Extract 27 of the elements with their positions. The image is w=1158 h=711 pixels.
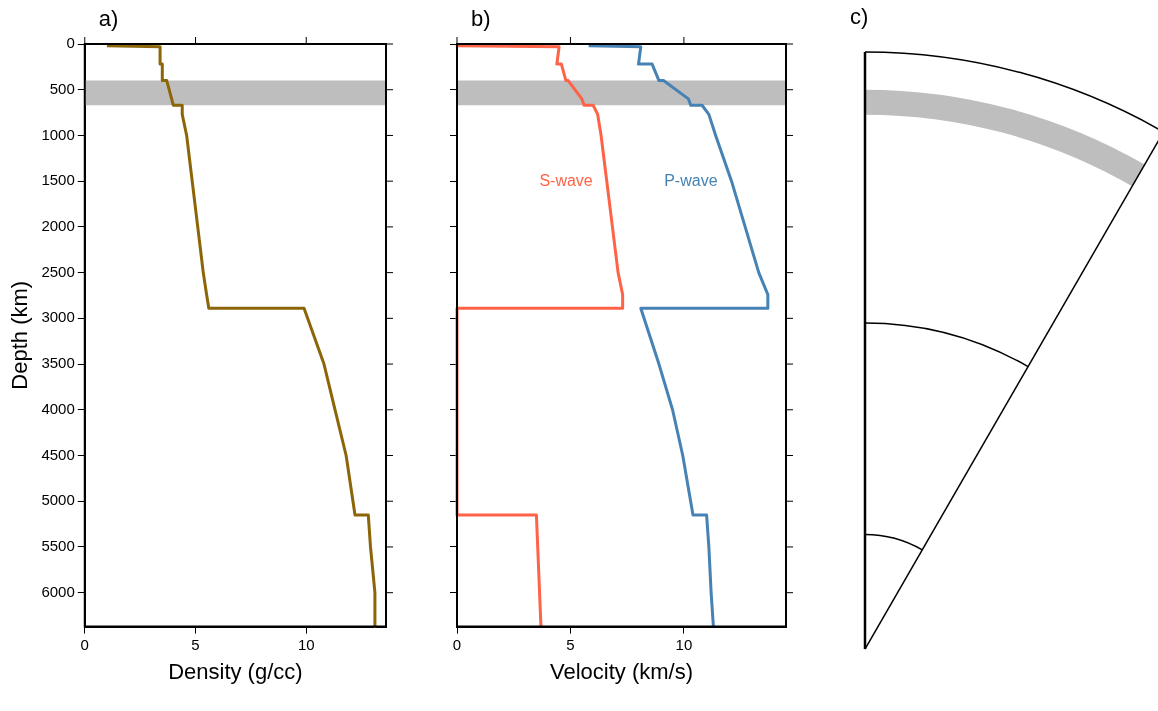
x-tick-label: 10	[297, 635, 315, 653]
x-tick-label: 0	[452, 635, 462, 653]
chart-title: a)	[98, 6, 119, 31]
y-tick-label: 5500	[41, 537, 75, 555]
x-tick-label: 10	[675, 635, 693, 653]
chart-title: b)	[471, 6, 491, 31]
y-tick-label: 6000	[41, 582, 75, 600]
y-tick-label: 2000	[41, 217, 75, 235]
y-tick-label: 2500	[41, 262, 75, 280]
x-tick-label: 5	[566, 635, 575, 653]
x-tick-label: 0	[80, 635, 89, 653]
x-tick-label: 5	[191, 635, 200, 653]
y-tick-label: 0	[66, 34, 75, 52]
y-tick-label: 3500	[41, 354, 75, 372]
y-tick-label: 3000	[41, 308, 75, 326]
y-tick-label: 1500	[41, 171, 75, 189]
series-label: S-wave	[539, 171, 593, 189]
y-tick-label: 4500	[41, 445, 75, 463]
y-tick-label: 5000	[41, 491, 75, 509]
y-tick-label: 1000	[41, 125, 75, 143]
y-tick-label: 500	[49, 79, 75, 97]
y-axis-title: Depth (km)	[7, 280, 33, 390]
x-axis-title: Density (g/cc)	[168, 658, 303, 684]
y-tick-label: 4000	[41, 399, 75, 417]
series-label: P-wave	[664, 171, 718, 189]
x-axis-title: Velocity (km/s)	[549, 658, 694, 684]
text: c)	[850, 4, 869, 30]
